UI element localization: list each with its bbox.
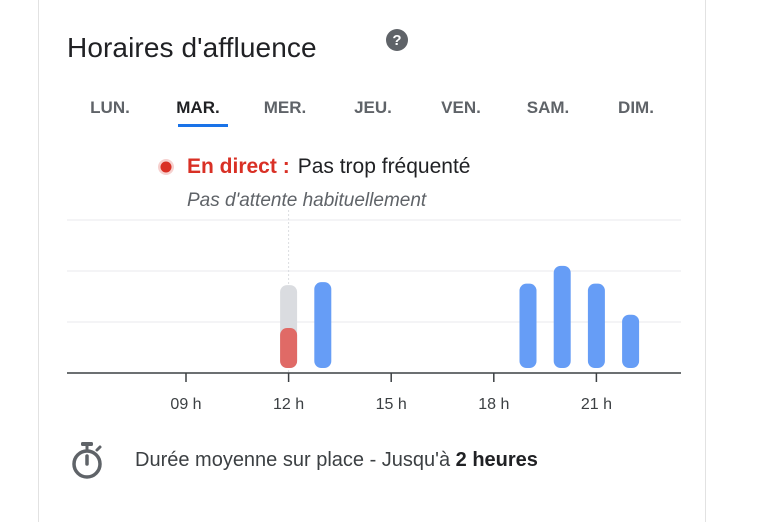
visit-duration-text: Durée moyenne sur place - Jusqu'à 2 heur… [135,448,538,471]
visit-duration-row: Durée moyenne sur place - Jusqu'à 2 heur… [69,440,538,480]
stopwatch-icon [72,442,102,479]
tab-mar[interactable]: MAR. [166,98,230,127]
live-status-row: En direct : Pas trop fréquenté [157,154,470,180]
chart-bar[interactable] [519,283,537,368]
chart-x-tick-label: 12 h [273,396,304,413]
tab-lun[interactable]: LUN. [90,98,130,117]
chart-bar[interactable] [622,314,640,368]
page-title: Horaires d'affluence [67,32,317,63]
live-label: En direct : [187,155,290,178]
chart-x-tick-label: 18 h [478,396,509,413]
chart-bar[interactable] [553,265,571,368]
chart-x-tick-label: 21 h [581,396,612,413]
tab-jeu[interactable]: JEU. [354,98,392,117]
tab-dim[interactable]: DIM. [618,98,654,117]
popular-times-chart-svg: 09 h 12 h 15 h 18 h 21 h [67,210,681,413]
help-circle-icon[interactable]: ? [385,28,409,52]
popular-times-card: Horaires d'affluence ? LUN. MAR. MER. JE… [38,0,706,522]
chart-x-tick-label: 09 h [170,396,201,413]
active-tab-indicator [178,124,228,127]
day-tabs: LUN. MAR. MER. JEU. VEN. SAM. DIM. [39,98,707,130]
chart-x-tick-label: 15 h [376,396,407,413]
live-status: Pas trop fréquenté [297,155,471,178]
wait-subtext: Pas d'attente habituellement [187,190,427,211]
visit-duration-value: 2 heures [455,448,538,471]
tab-mer[interactable]: MER. [263,98,307,117]
svg-text:?: ? [392,32,401,49]
chart-bar-live[interactable] [280,328,298,368]
chart-bar[interactable] [587,283,605,368]
live-dot-icon [158,159,174,175]
tab-sam[interactable]: SAM. [526,98,570,117]
chart-bar[interactable] [314,282,332,368]
popular-times-chart: 09 h 12 h 15 h 18 h 21 h [39,210,707,420]
tab-ven[interactable]: VEN. [441,98,481,117]
